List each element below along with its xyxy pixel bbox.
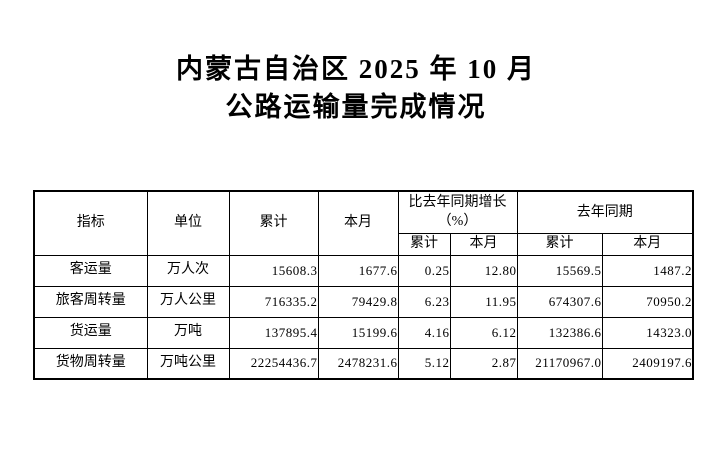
header-month: 本月: [317, 190, 399, 256]
cell-last-year-cumulative: 674307.6: [516, 285, 603, 318]
page-title-line2: 公路运输量完成情况: [225, 92, 487, 122]
cell-growth-month: 2.87: [449, 347, 518, 380]
cell-month: 79429.8: [317, 285, 399, 318]
cell-unit: 万吨公里: [146, 347, 230, 380]
cell-last-year-cumulative: 132386.6: [516, 316, 603, 349]
page-title-line1: 内蒙古自治区 2025 年 10 月: [176, 54, 536, 84]
header-growth-sub-month: 本月: [449, 232, 518, 256]
cell-growth-cumulative: 5.12: [397, 347, 451, 380]
table-row-freight-volume: 货运量 万吨 137895.4 15199.6 4.16 6.12 132386…: [33, 316, 694, 349]
header-growth-group: 比去年同期增长 （%）: [397, 190, 518, 234]
cell-unit: 万人公里: [146, 285, 230, 318]
page-title: 内蒙古自治区 2025 年 10 月 公路运输量完成情况: [0, 50, 712, 126]
cell-cumulative: 716335.2: [228, 285, 319, 318]
cell-indicator: 货物周转量: [33, 347, 148, 380]
header-growth-sub-cumulative: 累计: [397, 232, 451, 256]
header-last-year-sub-month: 本月: [601, 232, 694, 256]
cell-growth-month: 6.12: [449, 316, 518, 349]
cell-month: 2478231.6: [317, 347, 399, 380]
cell-cumulative: 22254436.7: [228, 347, 319, 380]
header-cumulative: 累计: [228, 190, 319, 256]
cell-last-year-month: 14323.0: [601, 316, 694, 349]
cell-indicator: 客运量: [33, 254, 148, 287]
cell-last-year-cumulative: 21170967.0: [516, 347, 603, 380]
header-row-1: 指标 单位 累计 本月 比去年同期增长 （%） 去年同期: [33, 190, 694, 256]
cell-growth-cumulative: 0.25: [397, 254, 451, 287]
cell-growth-month: 11.95: [449, 285, 518, 318]
header-indicator: 指标: [33, 190, 148, 256]
cell-cumulative: 137895.4: [228, 316, 319, 349]
transport-stats-table: 指标 单位 累计 本月 比去年同期增长 （%） 去年同期 累计 本月 累计 本月…: [33, 190, 694, 380]
cell-unit: 万吨: [146, 316, 230, 349]
cell-last-year-month: 2409197.6: [601, 347, 694, 380]
header-growth-group-line2: （%）: [437, 214, 478, 230]
cell-month: 15199.6: [317, 316, 399, 349]
cell-unit: 万人次: [146, 254, 230, 287]
table-row-passenger-turnover: 旅客周转量 万人公里 716335.2 79429.8 6.23 11.95 6…: [33, 285, 694, 318]
header-growth-group-line1: 比去年同期增长: [408, 195, 507, 211]
cell-last-year-month: 70950.2: [601, 285, 694, 318]
table-row-freight-turnover: 货物周转量 万吨公里 22254436.7 2478231.6 5.12 2.8…: [33, 347, 694, 380]
table-row-passenger-volume: 客运量 万人次 15608.3 1677.6 0.25 12.80 15569.…: [33, 254, 694, 287]
header-last-year-group: 去年同期: [516, 190, 694, 234]
cell-growth-month: 12.80: [449, 254, 518, 287]
cell-growth-cumulative: 4.16: [397, 316, 451, 349]
cell-indicator: 货运量: [33, 316, 148, 349]
cell-month: 1677.6: [317, 254, 399, 287]
cell-last-year-cumulative: 15569.5: [516, 254, 603, 287]
cell-last-year-month: 1487.2: [601, 254, 694, 287]
cell-indicator: 旅客周转量: [33, 285, 148, 318]
header-last-year-sub-cumulative: 累计: [516, 232, 603, 256]
cell-cumulative: 15608.3: [228, 254, 319, 287]
header-unit: 单位: [146, 190, 230, 256]
cell-growth-cumulative: 6.23: [397, 285, 451, 318]
